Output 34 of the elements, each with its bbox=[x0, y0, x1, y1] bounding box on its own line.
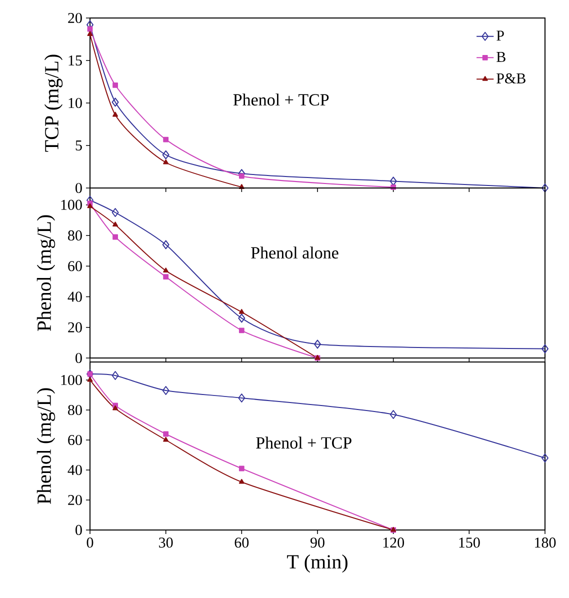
annotation: Phenol alone bbox=[251, 246, 338, 259]
y-tick-label: 0 bbox=[76, 352, 82, 364]
y-tick-label: 100 bbox=[61, 374, 82, 386]
y-tick-label: 20 bbox=[68, 12, 82, 24]
y-tick-label: 60 bbox=[68, 434, 82, 446]
legend-label: B bbox=[496, 52, 506, 62]
x-tick-label: 60 bbox=[234, 538, 249, 548]
x-tick-label: 0 bbox=[86, 538, 94, 548]
x-tick-label: 150 bbox=[459, 538, 480, 548]
y-tick-label: 80 bbox=[68, 404, 82, 416]
y-tick-label: 100 bbox=[61, 200, 82, 210]
annotation: Phenol + TCP bbox=[233, 94, 329, 106]
legend-label: P bbox=[496, 30, 504, 41]
y-tick-label: 20 bbox=[68, 322, 82, 332]
y-tick-label: 0 bbox=[76, 182, 82, 194]
y-tick-label: 40 bbox=[68, 292, 82, 302]
x-axis-title: T (min) bbox=[287, 554, 348, 573]
y-axis-title: TCP (mg/L) bbox=[44, 54, 63, 152]
y-tick-label: 0 bbox=[76, 524, 82, 536]
legend-label: P&B bbox=[496, 73, 526, 84]
y-axis-title: Phenol (mg/L) bbox=[36, 215, 56, 332]
x-tick-label: 180 bbox=[535, 538, 556, 548]
y-tick-label: 10 bbox=[68, 98, 82, 108]
y-axis-title: Phenol (mg/L) bbox=[36, 388, 56, 504]
x-tick-label: 30 bbox=[159, 538, 173, 548]
annotation: Phenol + TCP bbox=[256, 436, 352, 449]
x-tick-label: 90 bbox=[310, 538, 324, 548]
y-tick-label: 40 bbox=[68, 464, 82, 476]
y-tick-label: 15 bbox=[68, 55, 82, 66]
y-tick-label: 60 bbox=[68, 261, 82, 272]
y-tick-label: 80 bbox=[68, 230, 82, 241]
y-tick-label: 5 bbox=[76, 140, 82, 150]
y-tick-label: 20 bbox=[68, 494, 82, 506]
x-tick-label: 120 bbox=[383, 538, 404, 548]
